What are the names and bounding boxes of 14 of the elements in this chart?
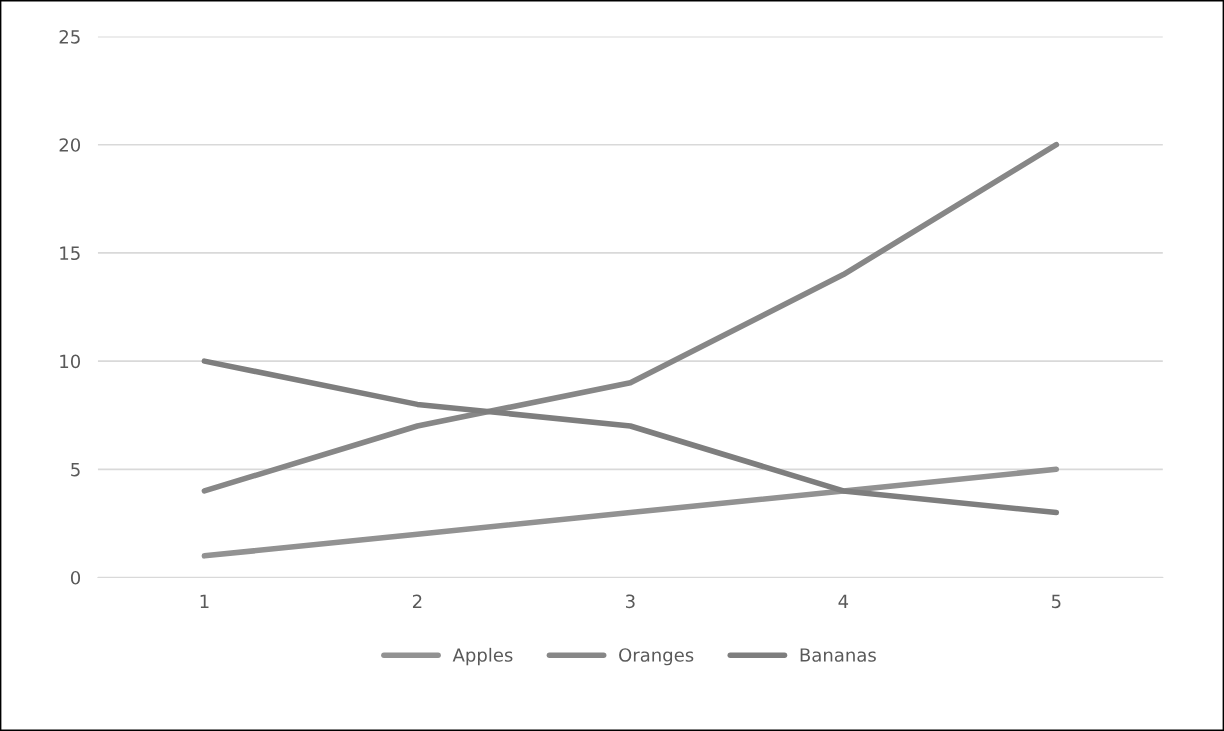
y-tick-label: 10	[60, 354, 81, 369]
x-tick-label: 3	[625, 594, 635, 609]
y-tick-label: 5	[71, 463, 80, 477]
x-tick-label: 2	[412, 594, 422, 608]
y-tick-label: 25	[59, 30, 80, 44]
x-tick-label: 5	[1051, 594, 1061, 609]
y-tick-label: 20	[59, 138, 81, 152]
legend-label: Oranges	[619, 648, 694, 666]
y-tick-label: 15	[60, 246, 80, 261]
x-tick-label: 4	[838, 594, 849, 608]
y-tick-label: 0	[70, 570, 81, 585]
x-tick-label: 1	[200, 594, 209, 608]
legend-label: Bananas	[800, 648, 876, 662]
legend-label: Apples	[452, 647, 513, 666]
